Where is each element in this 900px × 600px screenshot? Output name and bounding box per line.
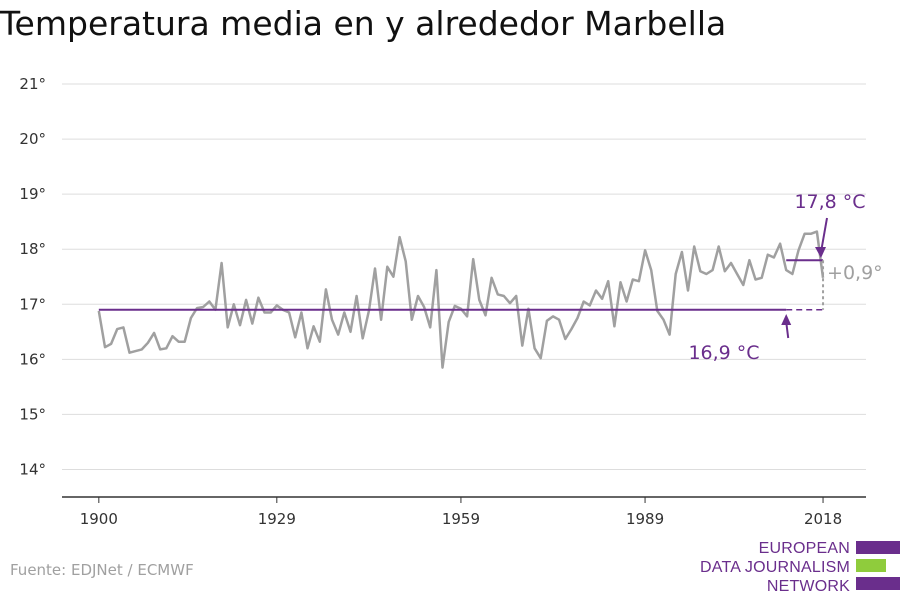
baseline-mean-label: 16,9 °C — [688, 342, 759, 364]
gridlines — [62, 83, 866, 470]
chart-title: Temperatura media en y alrededor Marbell… — [0, 4, 727, 43]
recent-mean-label: 17,8 °C — [794, 191, 865, 213]
recent-mean-arrow — [820, 217, 828, 253]
x-tick-label: 1989 — [626, 510, 664, 528]
x-tick-label: 1929 — [258, 510, 296, 528]
y-tick-label: 21° — [19, 75, 46, 93]
x-axis: 1900 1929 1959 1989 2018 — [62, 496, 866, 528]
y-tick-label: 17° — [19, 295, 46, 313]
recent-mean-arrowhead — [815, 247, 826, 258]
x-tick-label: 1959 — [442, 510, 480, 528]
source-note: Fuente: EDJNet / ECMWF — [10, 561, 194, 579]
logo-bar-1 — [856, 541, 900, 554]
y-tick-label: 19° — [19, 185, 46, 203]
y-axis-ticks: 14° 15° 16° 17° 18° 19° 20° 21° — [19, 75, 46, 478]
x-tick-label: 2018 — [804, 510, 842, 528]
logo-text: EUROPEAN DATA JOURNALISM NETWORK — [700, 539, 850, 596]
reference-lines: +0,9° 17,8 °C 16,9 °C — [98, 191, 883, 364]
y-tick-label: 14° — [19, 460, 46, 478]
y-tick-label: 18° — [19, 240, 46, 258]
temperature-series — [97, 230, 825, 369]
y-tick-label: 16° — [19, 350, 46, 368]
baseline-mean-arrowhead — [781, 314, 792, 325]
logo-line-3: NETWORK — [766, 578, 850, 595]
logo-line-1: EUROPEAN — [758, 540, 850, 557]
edjnet-logo: EUROPEAN DATA JOURNALISM NETWORK — [660, 538, 900, 598]
difference-label: +0,9° — [827, 262, 883, 284]
logo-line-2: DATA JOURNALISM — [700, 559, 850, 576]
logo-bar-3 — [856, 577, 900, 590]
y-tick-label: 20° — [19, 130, 46, 148]
y-tick-label: 15° — [19, 405, 46, 423]
logo-bar-2 — [856, 559, 886, 572]
temperature-line — [97, 230, 825, 369]
x-tick-label: 1900 — [80, 510, 118, 528]
